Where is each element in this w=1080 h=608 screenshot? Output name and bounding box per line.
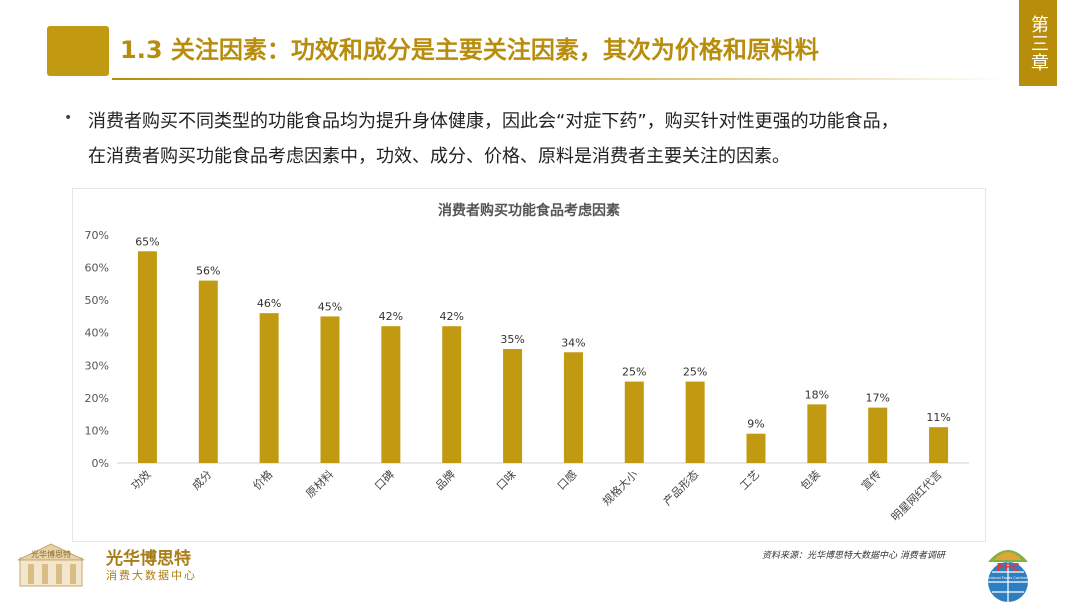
- data-label: 17%: [865, 392, 889, 405]
- data-label: 46%: [257, 297, 281, 310]
- x-tick-label: 产品形态: [660, 467, 701, 508]
- data-label: 45%: [318, 300, 342, 313]
- x-tick-label: 口味: [494, 468, 519, 493]
- x-tick-label: 包装: [798, 468, 823, 493]
- x-tick-label: 原材料: [303, 467, 336, 500]
- data-label: 35%: [500, 333, 524, 346]
- x-tick-label: 明星网红代言: [889, 468, 945, 524]
- data-label: 18%: [805, 388, 829, 401]
- x-tick-label: 口碑: [372, 468, 397, 493]
- title-accent-block: [47, 26, 109, 76]
- bar: [137, 251, 157, 463]
- x-tick-label: 宣传: [858, 467, 883, 492]
- ffc-logo: FFC Functional Foods Conference: [982, 550, 1035, 602]
- bar-chart: 消费者购买功能食品考虑因素 0% 10% 20% 30% 40% 50% 60% 70% 65% 功…: [85, 202, 969, 524]
- bar: [563, 352, 583, 463]
- body-paragraph: 消费者购买不同类型的功能食品均为提升身体健康，因此会“对症下药”，购买针对性更强…: [88, 104, 1018, 174]
- brand-name: 光华博思特: [106, 549, 191, 569]
- data-label: 42%: [379, 310, 403, 323]
- bar: [868, 407, 888, 463]
- brand-emblem-text: 光华博思特: [31, 549, 71, 559]
- bar: [442, 326, 462, 463]
- y-tick-label: 70%: [85, 229, 109, 242]
- y-tick-label: 60%: [85, 262, 109, 275]
- x-tick-label: 功效: [128, 467, 153, 492]
- page-title: 1.3 关注因素：功效和成分是主要关注因素，其次为价格和原料料: [120, 36, 819, 64]
- data-label: 9%: [747, 418, 764, 431]
- bar: [929, 427, 949, 463]
- body-line-2: 在消费者购买功能食品考虑因素中，功效、成分、价格、原料是消费者主要关注的因素。: [88, 146, 790, 167]
- bar: [807, 404, 827, 463]
- bar: [259, 313, 279, 463]
- bar: [746, 433, 766, 463]
- bar: [503, 349, 523, 463]
- bar: [198, 280, 218, 463]
- data-label: 56%: [196, 265, 220, 278]
- chapter-tab: 第三章: [1019, 0, 1057, 86]
- source-note: 资料来源：光华博思特大数据中心 消费者调研: [762, 551, 945, 561]
- y-tick-label: 50%: [85, 294, 109, 307]
- brand-subtitle: 消费大数据中心: [106, 569, 197, 582]
- body-line-1: 消费者购买不同类型的功能食品均为提升身体健康，因此会“对症下药”，购买针对性更强…: [88, 111, 899, 132]
- y-tick-label: 10%: [85, 424, 109, 437]
- title-underline: [112, 78, 1012, 80]
- data-label: 65%: [135, 235, 159, 248]
- data-label: 25%: [683, 366, 707, 379]
- bar: [624, 381, 644, 463]
- y-tick-label: 20%: [85, 392, 109, 405]
- ffc-logo-text: FFC: [996, 561, 1019, 574]
- brand-emblem-icon: 光华博思特: [17, 543, 85, 587]
- x-tick-label: 成分: [190, 468, 215, 493]
- bar: [685, 381, 705, 463]
- data-label: 42%: [439, 310, 463, 323]
- chart-container: 消费者购买功能食品考虑因素 0% 10% 20% 30% 40% 50% 60% 70% 65% 功…: [72, 188, 986, 542]
- brand-logo: 光华博思特 光华博思特 消费大数据中心: [16, 540, 196, 590]
- x-tick-label: 口感: [555, 468, 580, 493]
- y-tick-label: 0%: [92, 457, 109, 470]
- chart-title: 消费者购买功能食品考虑因素: [438, 202, 620, 219]
- x-tick-label: 价格: [250, 467, 275, 492]
- x-tick-label: 品牌: [432, 467, 457, 492]
- bar: [320, 316, 340, 463]
- data-label: 11%: [926, 411, 950, 424]
- bullet-marker: •: [64, 110, 73, 126]
- x-tick-label: 工艺: [737, 468, 762, 493]
- data-label: 25%: [622, 366, 646, 379]
- x-tick-label: 规格大小: [599, 467, 640, 508]
- ffc-logo-subtitle: Functional Foods Conference: [982, 576, 1035, 580]
- y-tick-label: 40%: [85, 327, 109, 340]
- data-label: 34%: [561, 336, 585, 349]
- bar: [381, 326, 401, 463]
- y-tick-label: 30%: [85, 359, 109, 372]
